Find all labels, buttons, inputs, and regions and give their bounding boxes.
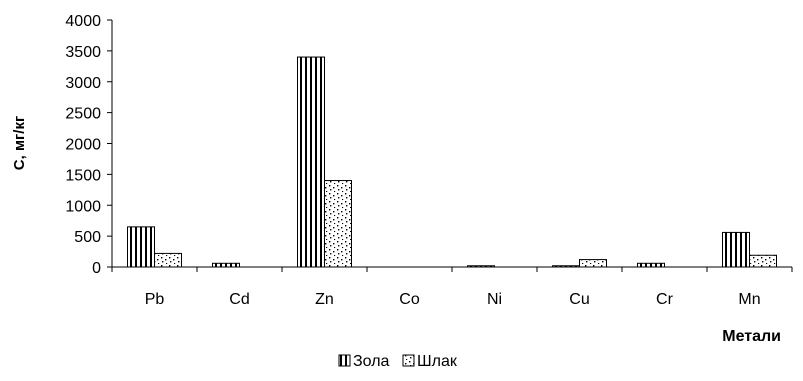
y-tick-label: 2500: [65, 106, 101, 123]
y-tick-label: 4000: [65, 13, 101, 30]
x-tick-label-Cr: Cr: [656, 291, 674, 308]
bar-Зола-Zn: [297, 56, 325, 268]
x-tick-label-Cd: Cd: [229, 291, 249, 308]
y-tick-label: 2000: [65, 137, 101, 154]
x-tick-label-Mn: Mn: [738, 291, 760, 308]
x-tick-label-Co: Co: [399, 291, 420, 308]
bar-Зола-Cd: [212, 262, 240, 268]
y-tick-label: 3500: [65, 44, 101, 61]
bars-layer: [127, 56, 777, 268]
bar-Шлак-Pb: [154, 252, 182, 268]
bar-Зола-Pb: [127, 226, 155, 268]
x-axis-label: Метали: [722, 328, 781, 345]
bar-Шлак-Zn: [324, 180, 352, 268]
y-tick-label: 1500: [65, 167, 101, 184]
legend-swatch-Шлак: [402, 354, 415, 367]
x-tick-label-Zn: Zn: [315, 291, 334, 308]
y-tick-label: 3000: [65, 75, 101, 92]
y-axis-label: С, мг/кг: [11, 116, 28, 170]
legend-swatch-Зола: [338, 354, 351, 367]
legend-label-Шлак: Шлак: [417, 353, 458, 370]
x-tick-label-Cu: Cu: [569, 291, 589, 308]
legend: Зола Шлак: [338, 353, 458, 370]
y-tick-label: 0: [92, 260, 101, 277]
bar-Шлак-Cu: [579, 259, 607, 268]
legend-label-Зола: Зола: [353, 353, 390, 370]
x-tick-label-Ni: Ni: [487, 291, 502, 308]
bar-Зола-Cr: [637, 262, 665, 268]
x-tick-label-Pb: Pb: [145, 291, 165, 308]
axes-layer: 0 500 1000 1500 2000 2500 3000 3500 4000 Pb Cd Zn Co…: [65, 13, 793, 308]
bar-Шлак-Mn: [749, 254, 777, 268]
y-tick-label: 500: [74, 229, 101, 246]
bar-Зола-Mn: [722, 231, 750, 268]
y-tick-label: 1000: [65, 198, 101, 215]
